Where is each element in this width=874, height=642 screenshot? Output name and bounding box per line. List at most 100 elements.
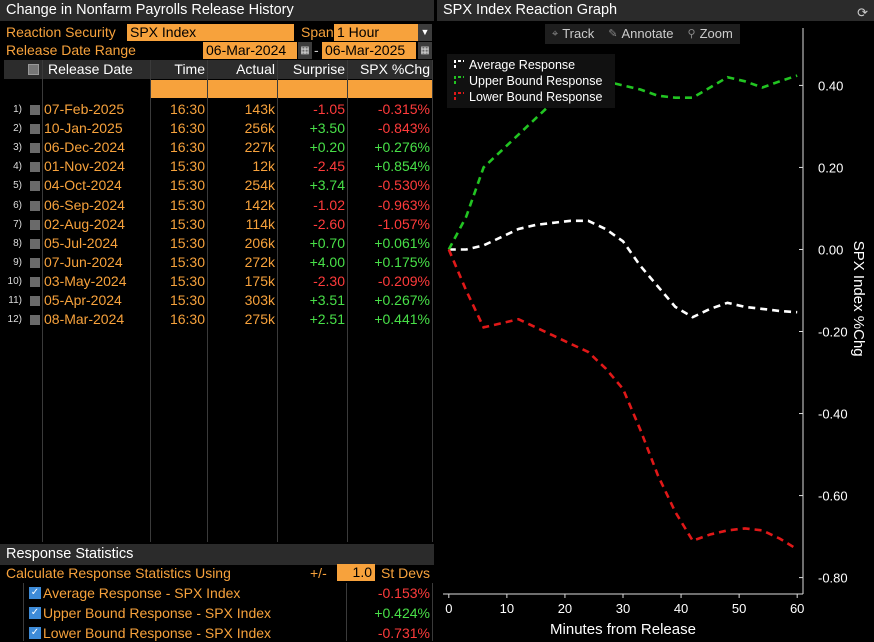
release-date-cell: 05-Apr-2024 [44,292,122,308]
actual-cell: 227k [244,139,275,156]
column-header-release-date[interactable]: Release Date [43,60,150,79]
reaction-graph-title: SPX Index Reaction Graph ⟳ [437,0,874,21]
reaction-graph-panel: SPX Index Reaction Graph ⟳ ⌖ Track ✎ Annot… [437,0,874,642]
chg-cell: +0.854% [374,158,430,175]
surprise-cell: -2.30 [313,272,345,289]
row-checkbox[interactable] [30,257,40,268]
row-checkbox[interactable] [30,143,40,154]
actual-cell: 256k [244,120,275,137]
refresh-icon[interactable]: ⟳ [857,5,868,20]
chevron-down-icon[interactable]: ▼ [418,24,432,41]
filter-spx-chg[interactable] [348,80,432,98]
stat-row: ✓ Lower Bound Response - SPX Index -0.731% [0,623,434,642]
span-label: Span [301,24,334,40]
row-index: 9) [13,256,22,268]
stat-label: Average Response - SPX Index [43,585,241,601]
calendar-icon[interactable]: ▦ [418,42,432,59]
row-index: 8) [13,237,22,249]
filter-time[interactable] [151,80,207,98]
row-index: 3) [13,142,22,154]
time-cell: 16:30 [169,120,205,137]
column-header-actual[interactable]: Actual [208,60,277,79]
x-tick-label: 50 [732,601,746,616]
table-row[interactable]: 5) 04-Oct-2024 15:30 254k +3.74 -0.530% [4,176,434,195]
reaction-graph-title-text: SPX Index Reaction Graph [443,2,618,18]
zoom-button[interactable]: ⚲ Zoom [681,24,740,44]
track-label: Track [562,26,595,41]
x-tick-label: 10 [500,601,514,616]
row-checkbox[interactable] [30,105,40,115]
reaction-chart[interactable]: 0.40 0.20 0.00 -0.20 -0.40 -0.60 -0.80 0 10 20 30 4… [437,24,874,642]
range-end-input[interactable]: 06-Mar-2025 [322,42,416,59]
table-row[interactable]: 4) 01-Nov-2024 15:30 12k -2.45 +0.854% [4,157,434,176]
annotate-button[interactable]: ✎ Annotate [601,24,680,44]
row-index: 7) [13,218,22,230]
table-row[interactable]: 1) 07-Feb-2025 16:30 143k -1.05 -0.315% [4,100,434,119]
select-all-checkbox[interactable] [28,64,39,75]
actual-cell: 12k [252,158,275,175]
calendar-icon[interactable]: ▦ [298,42,312,59]
chg-cell: +0.267% [374,292,430,308]
x-axis-label: Minutes from Release [550,621,696,638]
surprise-cell: +2.51 [309,311,345,328]
column-header-surprise[interactable]: Surprise [278,60,347,79]
range-start-input[interactable]: 06-Mar-2024 [203,42,297,59]
table-row[interactable]: 12) 08-Mar-2024 16:30 275k +2.51 +0.441% [4,310,434,329]
legend-label: Upper Bound Response [469,74,602,88]
series-line-2 [447,248,798,551]
row-checkbox[interactable] [30,296,40,306]
surprise-cell: -1.02 [313,196,345,213]
table-row[interactable]: 10) 03-May-2024 15:30 175k -2.30 -0.209% [4,272,434,291]
table-row[interactable]: 9) 07-Jun-2024 15:30 272k +4.00 +0.175% [4,253,434,272]
annotate-label: Annotate [621,26,674,41]
y-tick-label: -0.80 [818,571,848,586]
row-checkbox[interactable] [30,315,40,326]
reaction-security-input[interactable]: SPX Index [127,24,294,41]
row-checkbox[interactable] [30,238,40,249]
table-row[interactable]: 2) 10-Jan-2025 16:30 256k +3.50 -0.843% [4,119,434,138]
chg-cell: -0.530% [377,177,430,194]
stat-label: Lower Bound Response - SPX Index [43,625,272,641]
table-row[interactable]: 7) 02-Aug-2024 15:30 114k -2.60 -1.057% [4,215,434,234]
time-cell: 15:30 [169,272,205,289]
track-button[interactable]: ⌖ Track [545,24,601,44]
x-tick-label: 30 [616,601,630,616]
legend-label: Average Response [469,58,575,72]
release-date-cell: 01-Nov-2024 [44,158,125,175]
stat-checkbox[interactable]: ✓ [29,587,41,599]
table-row[interactable]: 11) 05-Apr-2024 15:30 303k +3.51 +0.267% [4,291,434,310]
stat-value: -0.153% [377,585,430,601]
time-cell: 15:30 [169,215,205,232]
release-date-cell: 04-Oct-2024 [44,177,122,194]
row-checkbox[interactable] [30,276,40,287]
column-header-time[interactable]: Time [151,60,207,79]
row-checkbox[interactable] [30,181,40,192]
stdev-input[interactable]: 1.0 [337,564,375,581]
filter-surprise[interactable] [278,80,347,98]
chg-cell: +0.175% [374,253,430,270]
legend-box [447,54,615,108]
row-checkbox[interactable] [30,200,40,211]
chg-cell: +0.441% [374,311,430,328]
surprise-cell: -1.05 [313,101,345,117]
time-cell: 16:30 [169,101,205,117]
row-index: 2) [13,123,22,135]
time-cell: 16:30 [169,311,205,328]
stat-checkbox[interactable]: ✓ [29,627,41,639]
stat-checkbox[interactable]: ✓ [29,607,41,619]
table-row[interactable]: 6) 06-Sep-2024 15:30 142k -1.02 -0.963% [4,196,434,215]
actual-cell: 175k [244,272,275,289]
row-checkbox[interactable] [30,162,40,173]
filter-actual[interactable] [208,80,277,98]
chg-cell: -0.963% [377,196,430,213]
column-header-spx-chg[interactable]: SPX %Chg [348,60,432,79]
y-tick-label: 0.00 [818,242,843,257]
release-date-range-label: Release Date Range [6,42,136,58]
span-select[interactable]: 1 Hour [334,24,418,41]
table-row[interactable]: 3) 06-Dec-2024 16:30 227k +0.20 +0.276% [4,138,434,157]
row-index: 4) [13,161,22,173]
row-checkbox[interactable] [30,219,40,230]
table-row[interactable]: 8) 05-Jul-2024 15:30 206k +0.70 +0.061% [4,234,434,253]
release-history-title: Change in Nonfarm Payrolls Release Histo… [0,0,434,21]
row-checkbox[interactable] [30,124,40,135]
